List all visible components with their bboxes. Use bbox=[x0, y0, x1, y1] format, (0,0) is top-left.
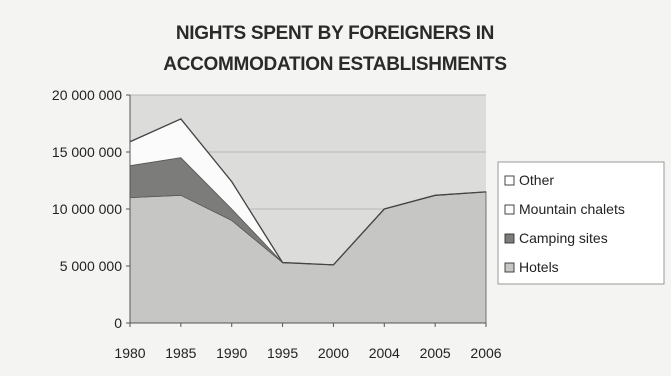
y-tick-label-0: 0 bbox=[114, 315, 122, 331]
x-tick-label-2: 1990 bbox=[216, 345, 247, 361]
legend-swatch-hotels bbox=[504, 262, 515, 273]
legend-label-hotels: Hotels bbox=[519, 259, 559, 275]
y-axis: 0 5 000 000 10 000 000 15 000 000 20 000 000 bbox=[52, 87, 131, 331]
legend-label-camping-sites: Camping sites bbox=[519, 230, 608, 246]
legend-box bbox=[497, 161, 665, 285]
x-tick-label-0: 1980 bbox=[114, 345, 145, 361]
area-top-outline bbox=[129, 118, 487, 266]
chart-title-line-1: NIGHTS SPENT BY FOREIGNERS IN bbox=[176, 23, 494, 44]
y-tick-label-4: 20 000 000 bbox=[52, 87, 122, 103]
legend-swatch-mountain-chalets bbox=[504, 204, 515, 215]
legend-swatch-other bbox=[504, 175, 515, 186]
legend: Other Mountain chalets Camping sites Hotels bbox=[497, 161, 665, 285]
x-tick-label-6: 2005 bbox=[420, 345, 451, 361]
chart-title-line-2: ACCOMMODATION ESTABLISHMENTS bbox=[163, 54, 506, 75]
x-tick-label-4: 2000 bbox=[318, 345, 349, 361]
x-tick-label-1: 1985 bbox=[165, 345, 196, 361]
y-tick-label-3: 15 000 000 bbox=[52, 144, 122, 160]
legend-items: Other Mountain chalets Camping sites Hotels bbox=[504, 172, 625, 275]
legend-swatch-camping-sites bbox=[504, 233, 515, 244]
x-tick-label-7: 2006 bbox=[470, 345, 501, 361]
x-tick-label-5: 2004 bbox=[369, 345, 400, 361]
area-series-layer bbox=[129, 118, 487, 324]
x-tick-label-3: 1995 bbox=[267, 345, 298, 361]
x-axis: 1980 1985 1990 1995 2000 2004 2005 2006 bbox=[114, 322, 502, 361]
legend-label-other: Other bbox=[519, 172, 554, 188]
y-tick-label-1: 5 000 000 bbox=[60, 258, 122, 274]
legend-label-mountain-chalets: Mountain chalets bbox=[519, 201, 625, 217]
y-tick-label-2: 10 000 000 bbox=[52, 201, 122, 217]
